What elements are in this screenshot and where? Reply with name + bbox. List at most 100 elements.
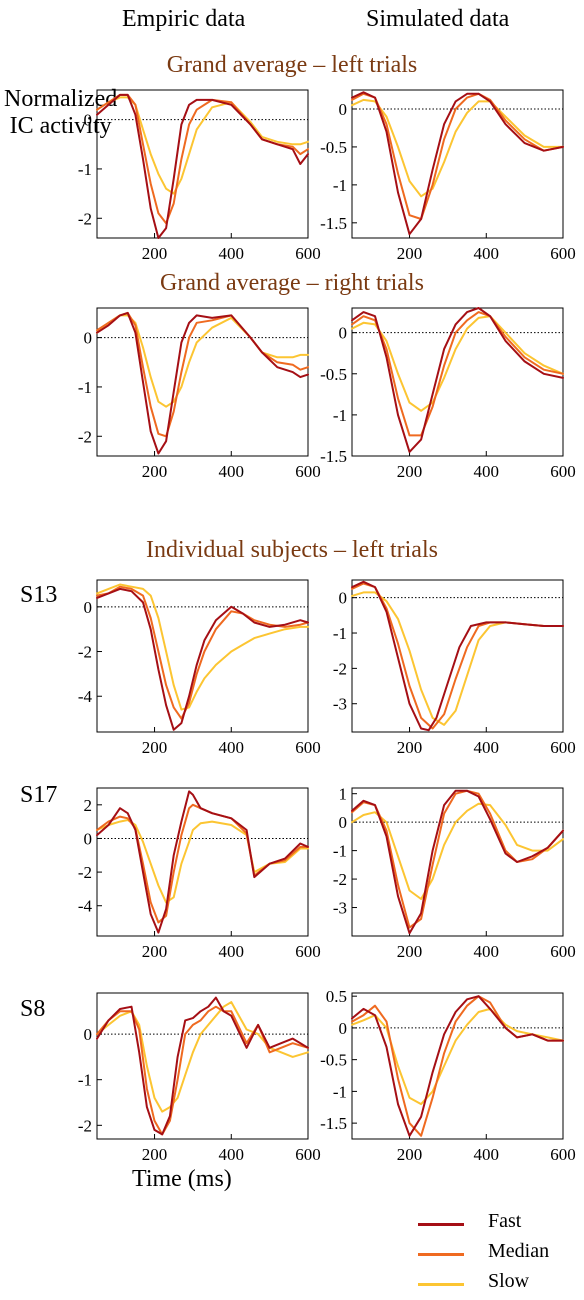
y-tick-label: 0 [339,589,348,608]
panel-6: 200 400 600 2 0 -2 -4 [78,787,321,961]
panel-1: 200 400 600 0 -0.5 -1 -1.5 [320,89,576,263]
series-line-median [351,92,564,220]
x-tick-label: 200 [142,942,168,961]
y-tick-label: -2 [78,1116,92,1135]
panel-2: 200 400 600 0 -1 -2 [78,307,321,481]
series-line-median [351,311,564,437]
panel-frame [351,89,564,239]
x-tick-label: 400 [474,244,500,263]
series-line-fast [96,587,309,731]
y-tick-label: -3 [333,899,347,918]
series-line-fast [351,307,564,453]
x-tick-label: 400 [219,738,245,757]
y-tick-label: 1 [339,785,348,804]
x-tick-label: 600 [295,1145,321,1164]
x-tick-label: 600 [295,462,321,481]
y-tick-label: -2 [333,870,347,889]
x-tick-label: 200 [142,1145,168,1164]
x-tick-label: 200 [142,738,168,757]
y-tick-label: -3 [333,695,347,714]
y-tick-label: -2 [333,659,347,678]
panel-frame [351,579,564,733]
y-tick-label: -0.5 [320,138,347,157]
legend-label-median: Median [488,1240,550,1262]
y-tick-label: -1.5 [320,447,347,466]
subject-label-s13: S13 [20,582,58,608]
legend: Fast Median Slow [418,1210,578,1300]
legend-swatch-median [418,1253,464,1256]
legend-swatch-fast [418,1223,464,1226]
series-line-slow [96,96,309,195]
x-tick-label: 200 [397,738,423,757]
y-tick-label: 0 [339,324,348,343]
y-tick-label: -2 [78,209,92,228]
x-tick-label: 200 [397,942,423,961]
subject-label-s8: S8 [20,996,46,1022]
x-tick-label: 600 [550,738,576,757]
panel-7: 200 400 600 1 0 -1 -2 -3 [333,785,576,961]
y-tick-label: -1.5 [320,214,347,233]
series-line-slow [351,591,564,726]
y-tick-label: -4 [78,897,93,916]
panel-5: 200 400 600 0 -1 -2 -3 [333,579,576,757]
series-line-median [96,1005,309,1136]
series-line-median [351,995,564,1137]
x-axis-label: Time (ms) [132,1166,232,1192]
column-title-simulated: Simulated data [366,6,510,32]
section-title-grand-left: Grand average – left trials [166,52,418,78]
series-line-fast [96,790,309,934]
y-tick-label: -1 [333,624,347,643]
panel-frame [96,787,309,937]
y-tick-label: -1 [333,176,347,195]
y-axis-label: Normalized IC activity [4,86,117,140]
panel-9: 200 400 600 0.5 0 -0.5 -1 -1.5 [320,987,576,1164]
y-tick-label: -2 [78,643,92,662]
y-tick-label: -1 [333,842,347,861]
y-tick-label: 0 [84,829,93,848]
y-tick-label: 0 [339,100,348,119]
y-tick-label: -2 [78,863,92,882]
series-line-median [96,585,309,720]
legend-item-fast: Fast [418,1210,578,1238]
y-tick-label: 0 [84,111,93,130]
x-tick-label: 400 [474,942,500,961]
subject-label-s17: S17 [20,782,58,808]
y-tick-label: -0.5 [320,1051,347,1070]
x-tick-label: 200 [142,244,168,263]
series-line-slow [351,98,564,198]
series-line-fast [96,996,309,1136]
section-title-grand-right: Grand average – right trials [160,270,424,296]
series-line-median [96,93,309,225]
y-tick-label: -1.5 [320,1114,347,1133]
y-tick-label: -1 [78,160,92,179]
series-line-slow [351,1007,564,1106]
panel-frame [96,89,309,239]
y-tick-label: -1 [333,406,347,425]
x-tick-label: 400 [474,738,500,757]
y-tick-label: -0.5 [320,365,347,384]
series-line-fast [351,789,564,935]
section-title-individual: Individual subjects – left trials [146,537,438,563]
series-line-slow [96,1001,309,1113]
panel-4: 200 400 600 0 -2 -4 [78,579,321,757]
series-line-slow [96,583,309,711]
panel-frame [351,787,564,937]
panel-8: 200 400 600 0 -1 -2 [78,992,321,1164]
y-tick-label: 0 [339,1019,348,1038]
panel-frame [96,992,309,1140]
y-axis-label-line-2: IC activity [9,113,112,139]
series-line-median [96,311,309,438]
series-line-fast [351,580,564,732]
series-line-slow [351,315,564,412]
panel-0: 200 400 600 0 -1 -2 [78,89,321,263]
x-tick-label: 400 [219,1145,245,1164]
x-tick-label: 200 [397,462,423,481]
y-tick-label: -4 [78,687,93,706]
x-tick-label: 600 [550,942,576,961]
y-tick-label: -1 [78,378,92,397]
panel-frame [351,307,564,457]
column-title-empiric: Empiric data [122,6,246,32]
series-line-fast [96,93,309,239]
x-tick-label: 400 [474,1145,500,1164]
